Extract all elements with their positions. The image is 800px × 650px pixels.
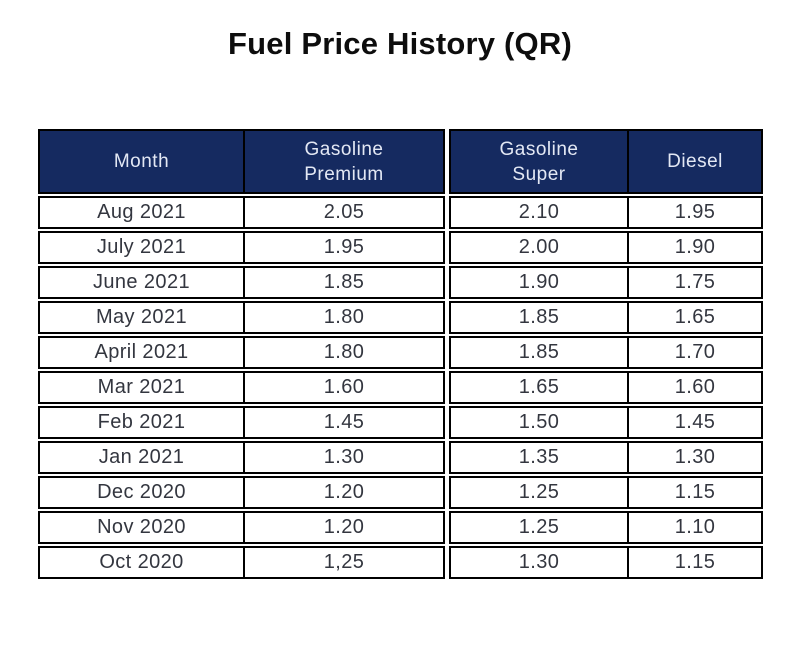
cell-gasoline-super: 1.85 [518,306,560,328]
table-body: Aug 2021 2.05 2.10 1.95 July 2021 1.95 2… [38,196,763,579]
row-left-group: Jan 2021 1.30 [38,441,445,474]
cell-gasoline-premium: 1.30 [243,443,443,472]
page-title: Fuel Price History (QR) [228,26,572,61]
cell-gasoline-premium: 1.45 [243,408,443,437]
table-row: Mar 2021 1.60 1.65 1.60 [38,371,763,404]
row-right-group: 1.50 1.45 [449,406,763,439]
header-left-group: Month Gasoline Premium [38,129,445,194]
cell-gasoline-premium: 1.80 [243,303,443,332]
column-header-gasoline-super: Gasoline Super [451,131,627,192]
cell-gasoline-super: 1.90 [518,271,560,293]
cell-month: Oct 2020 [99,551,184,573]
cell-gasoline-super: 1.25 [518,516,560,538]
table-row: July 2021 1.95 2.00 1.90 [38,231,763,264]
cell-gasoline-super: 2.10 [518,201,560,223]
row-right-group: 2.00 1.90 [449,231,763,264]
row-left-group: Dec 2020 1.20 [38,476,445,509]
header-right-group: Gasoline Super Diesel [449,129,763,194]
table-row: April 2021 1.80 1.85 1.70 [38,336,763,369]
cell-gasoline-premium: 1,25 [243,548,443,577]
table-row: Jan 2021 1.30 1.35 1.30 [38,441,763,474]
cell-diesel: 1.65 [627,303,761,332]
document-page: Fuel Price History (QR) Month Gasoline P… [0,26,800,579]
cell-month: Jan 2021 [98,446,185,468]
column-header-diesel: Diesel [627,131,761,192]
cell-month: May 2021 [95,306,188,328]
row-right-group: 1.25 1.10 [449,511,763,544]
row-left-group: Feb 2021 1.45 [38,406,445,439]
row-left-group: Mar 2021 1.60 [38,371,445,404]
row-right-group: 1.85 1.65 [449,301,763,334]
column-header-gasoline-super-label: Gasoline Super [499,138,579,185]
cell-diesel: 1.95 [627,198,761,227]
table-header-row: Month Gasoline Premium Gasoline Super Di… [38,129,763,194]
table-row: Aug 2021 2.05 2.10 1.95 [38,196,763,229]
table-row: Nov 2020 1.20 1.25 1.10 [38,511,763,544]
table-row: Feb 2021 1.45 1.50 1.45 [38,406,763,439]
row-left-group: May 2021 1.80 [38,301,445,334]
row-right-group: 1.30 1.15 [449,546,763,579]
row-right-group: 1.65 1.60 [449,371,763,404]
cell-gasoline-super: 1.35 [518,446,560,468]
cell-month: Aug 2021 [97,201,186,223]
cell-diesel: 1.10 [627,513,761,542]
cell-diesel: 1.60 [627,373,761,402]
row-right-group: 1.85 1.70 [449,336,763,369]
cell-gasoline-premium: 1.85 [243,268,443,297]
cell-gasoline-super: 1.25 [518,481,560,503]
cell-month: April 2021 [94,341,189,363]
cell-gasoline-premium: 1.60 [243,373,443,402]
cell-diesel: 1.30 [627,443,761,472]
column-header-gasoline-premium-label: Gasoline Premium [304,138,384,185]
cell-diesel: 1.75 [627,268,761,297]
cell-gasoline-super: 2.00 [518,236,560,258]
table-row: June 2021 1.85 1.90 1.75 [38,266,763,299]
column-header-month: Month [113,151,170,172]
cell-gasoline-super: 1.85 [518,341,560,363]
row-left-group: April 2021 1.80 [38,336,445,369]
row-left-group: June 2021 1.85 [38,266,445,299]
cell-diesel: 1.45 [627,408,761,437]
row-left-group: Oct 2020 1,25 [38,546,445,579]
fuel-price-table: Month Gasoline Premium Gasoline Super Di… [38,129,763,579]
cell-gasoline-premium: 1.20 [243,513,443,542]
cell-diesel: 1.90 [627,233,761,262]
cell-month: Nov 2020 [97,516,186,538]
cell-gasoline-super: 1.50 [518,411,560,433]
row-right-group: 1.25 1.15 [449,476,763,509]
row-left-group: July 2021 1.95 [38,231,445,264]
cell-diesel: 1.15 [627,478,761,507]
cell-gasoline-super: 1.65 [518,376,560,398]
cell-gasoline-premium: 2.05 [243,198,443,227]
table-row: Oct 2020 1,25 1.30 1.15 [38,546,763,579]
table-row: Dec 2020 1.20 1.25 1.15 [38,476,763,509]
row-left-group: Aug 2021 2.05 [38,196,445,229]
row-left-group: Nov 2020 1.20 [38,511,445,544]
cell-month: Dec 2020 [97,481,186,503]
table-row: May 2021 1.80 1.85 1.65 [38,301,763,334]
cell-diesel: 1.70 [627,338,761,367]
cell-gasoline-premium: 1.95 [243,233,443,262]
cell-gasoline-premium: 1.20 [243,478,443,507]
cell-month: Feb 2021 [97,411,186,433]
row-right-group: 1.90 1.75 [449,266,763,299]
cell-gasoline-premium: 1.80 [243,338,443,367]
column-header-gasoline-premium: Gasoline Premium [243,131,443,192]
row-right-group: 2.10 1.95 [449,196,763,229]
cell-month: June 2021 [92,271,191,293]
row-right-group: 1.35 1.30 [449,441,763,474]
cell-gasoline-super: 1.30 [518,551,560,573]
cell-month: July 2021 [96,236,187,258]
cell-diesel: 1.15 [627,548,761,577]
cell-month: Mar 2021 [97,376,186,398]
